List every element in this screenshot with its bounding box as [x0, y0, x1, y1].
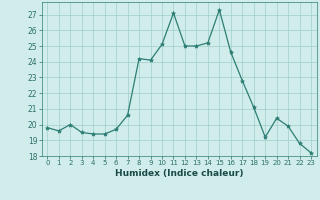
X-axis label: Humidex (Indice chaleur): Humidex (Indice chaleur)	[115, 169, 244, 178]
